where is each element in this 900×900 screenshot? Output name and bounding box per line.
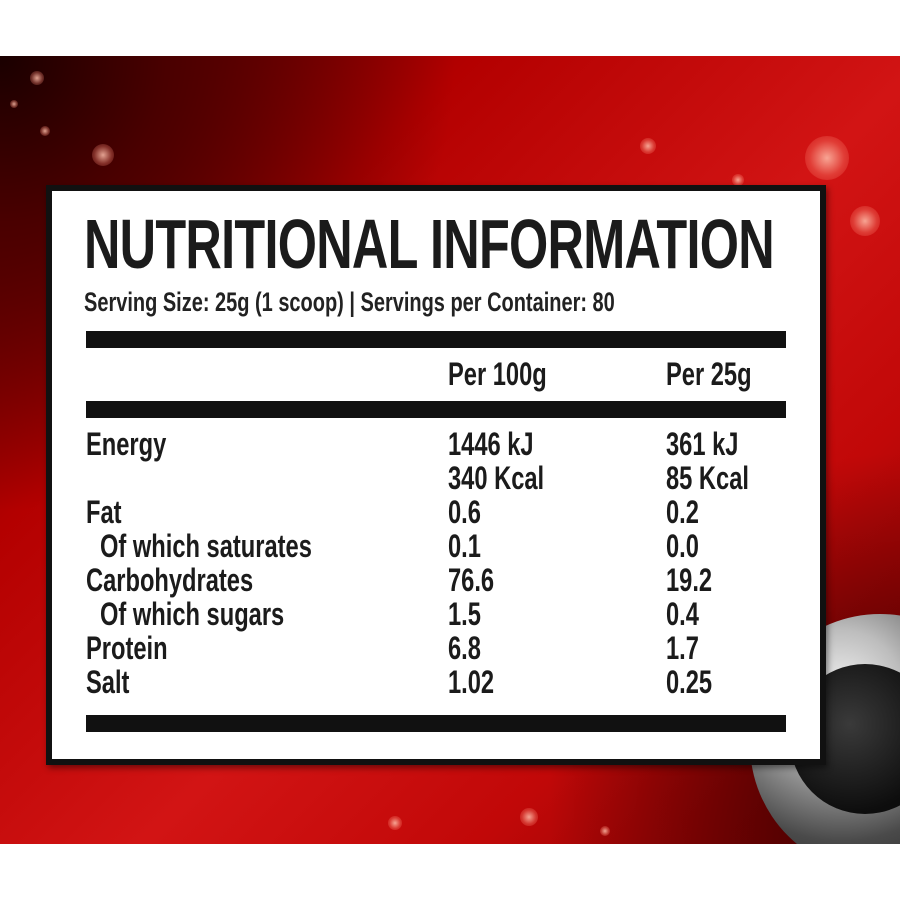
bokeh-light [40, 126, 50, 136]
table-row: Protein 6.8 1.7 [86, 631, 786, 665]
bokeh-light [805, 136, 849, 180]
table-row: Of which sugars 1.5 0.4 [86, 597, 786, 631]
column-header-rule [86, 401, 786, 418]
nutrition-label: NUTRITIONAL INFORMATION Serving Size: 25… [46, 185, 826, 765]
value-per-serving: 361 kJ 85 Kcal [666, 426, 749, 496]
nutrient-name: Carbohydrates [86, 562, 254, 598]
value-per-serving: 0.4 [666, 596, 699, 632]
footer-rule [86, 715, 786, 732]
bokeh-light [92, 144, 114, 166]
value-per-100g: 0.6 [448, 494, 481, 530]
bokeh-light [10, 100, 18, 108]
bokeh-light [388, 816, 402, 830]
table-row: Energy 1446 kJ 340 Kcal 361 kJ 85 Kcal [86, 427, 786, 495]
value-per-100g: 1.5 [448, 596, 481, 632]
label-title: NUTRITIONAL INFORMATION [84, 205, 775, 283]
value-per-100g: 6.8 [448, 630, 481, 666]
value-per-100g: 76.6 [448, 562, 495, 598]
bokeh-light [520, 808, 538, 826]
bokeh-light [732, 174, 744, 186]
nutrient-name: Protein [86, 630, 168, 666]
bokeh-light [850, 206, 880, 236]
bokeh-light [640, 138, 656, 154]
column-header-per-100g: Per 100g [448, 356, 547, 392]
table-row: Fat 0.6 0.2 [86, 495, 786, 529]
nutrient-name: Salt [86, 664, 130, 700]
value-per-serving: 0.2 [666, 494, 699, 530]
nutrient-table: Energy 1446 kJ 340 Kcal 361 kJ 85 Kcal F… [86, 427, 786, 699]
bokeh-light [600, 826, 610, 836]
nutrient-name: Of which saturates [100, 528, 312, 564]
nutrient-name: Of which sugars [100, 596, 285, 632]
value-per-serving: 0.25 [666, 664, 713, 700]
header-rule [86, 331, 786, 348]
value-per-serving: 0.0 [666, 528, 699, 564]
serving-info: Serving Size: 25g (1 scoop) | Servings p… [84, 287, 615, 317]
value-per-100g: 0.1 [448, 528, 481, 564]
nutrient-name: Fat [86, 494, 122, 530]
value-per-100g: 1446 kJ 340 Kcal [448, 426, 545, 496]
column-header-per-serving: Per 25g [666, 356, 752, 392]
nutrient-name: Energy [86, 426, 167, 462]
table-row: Of which saturates 0.1 0.0 [86, 529, 786, 563]
value-per-serving: 19.2 [666, 562, 713, 598]
table-row: Salt 1.02 0.25 [86, 665, 786, 699]
value-per-100g: 1.02 [448, 664, 495, 700]
bokeh-light [30, 71, 44, 85]
table-row: Carbohydrates 76.6 19.2 [86, 563, 786, 597]
value-per-serving: 1.7 [666, 630, 699, 666]
